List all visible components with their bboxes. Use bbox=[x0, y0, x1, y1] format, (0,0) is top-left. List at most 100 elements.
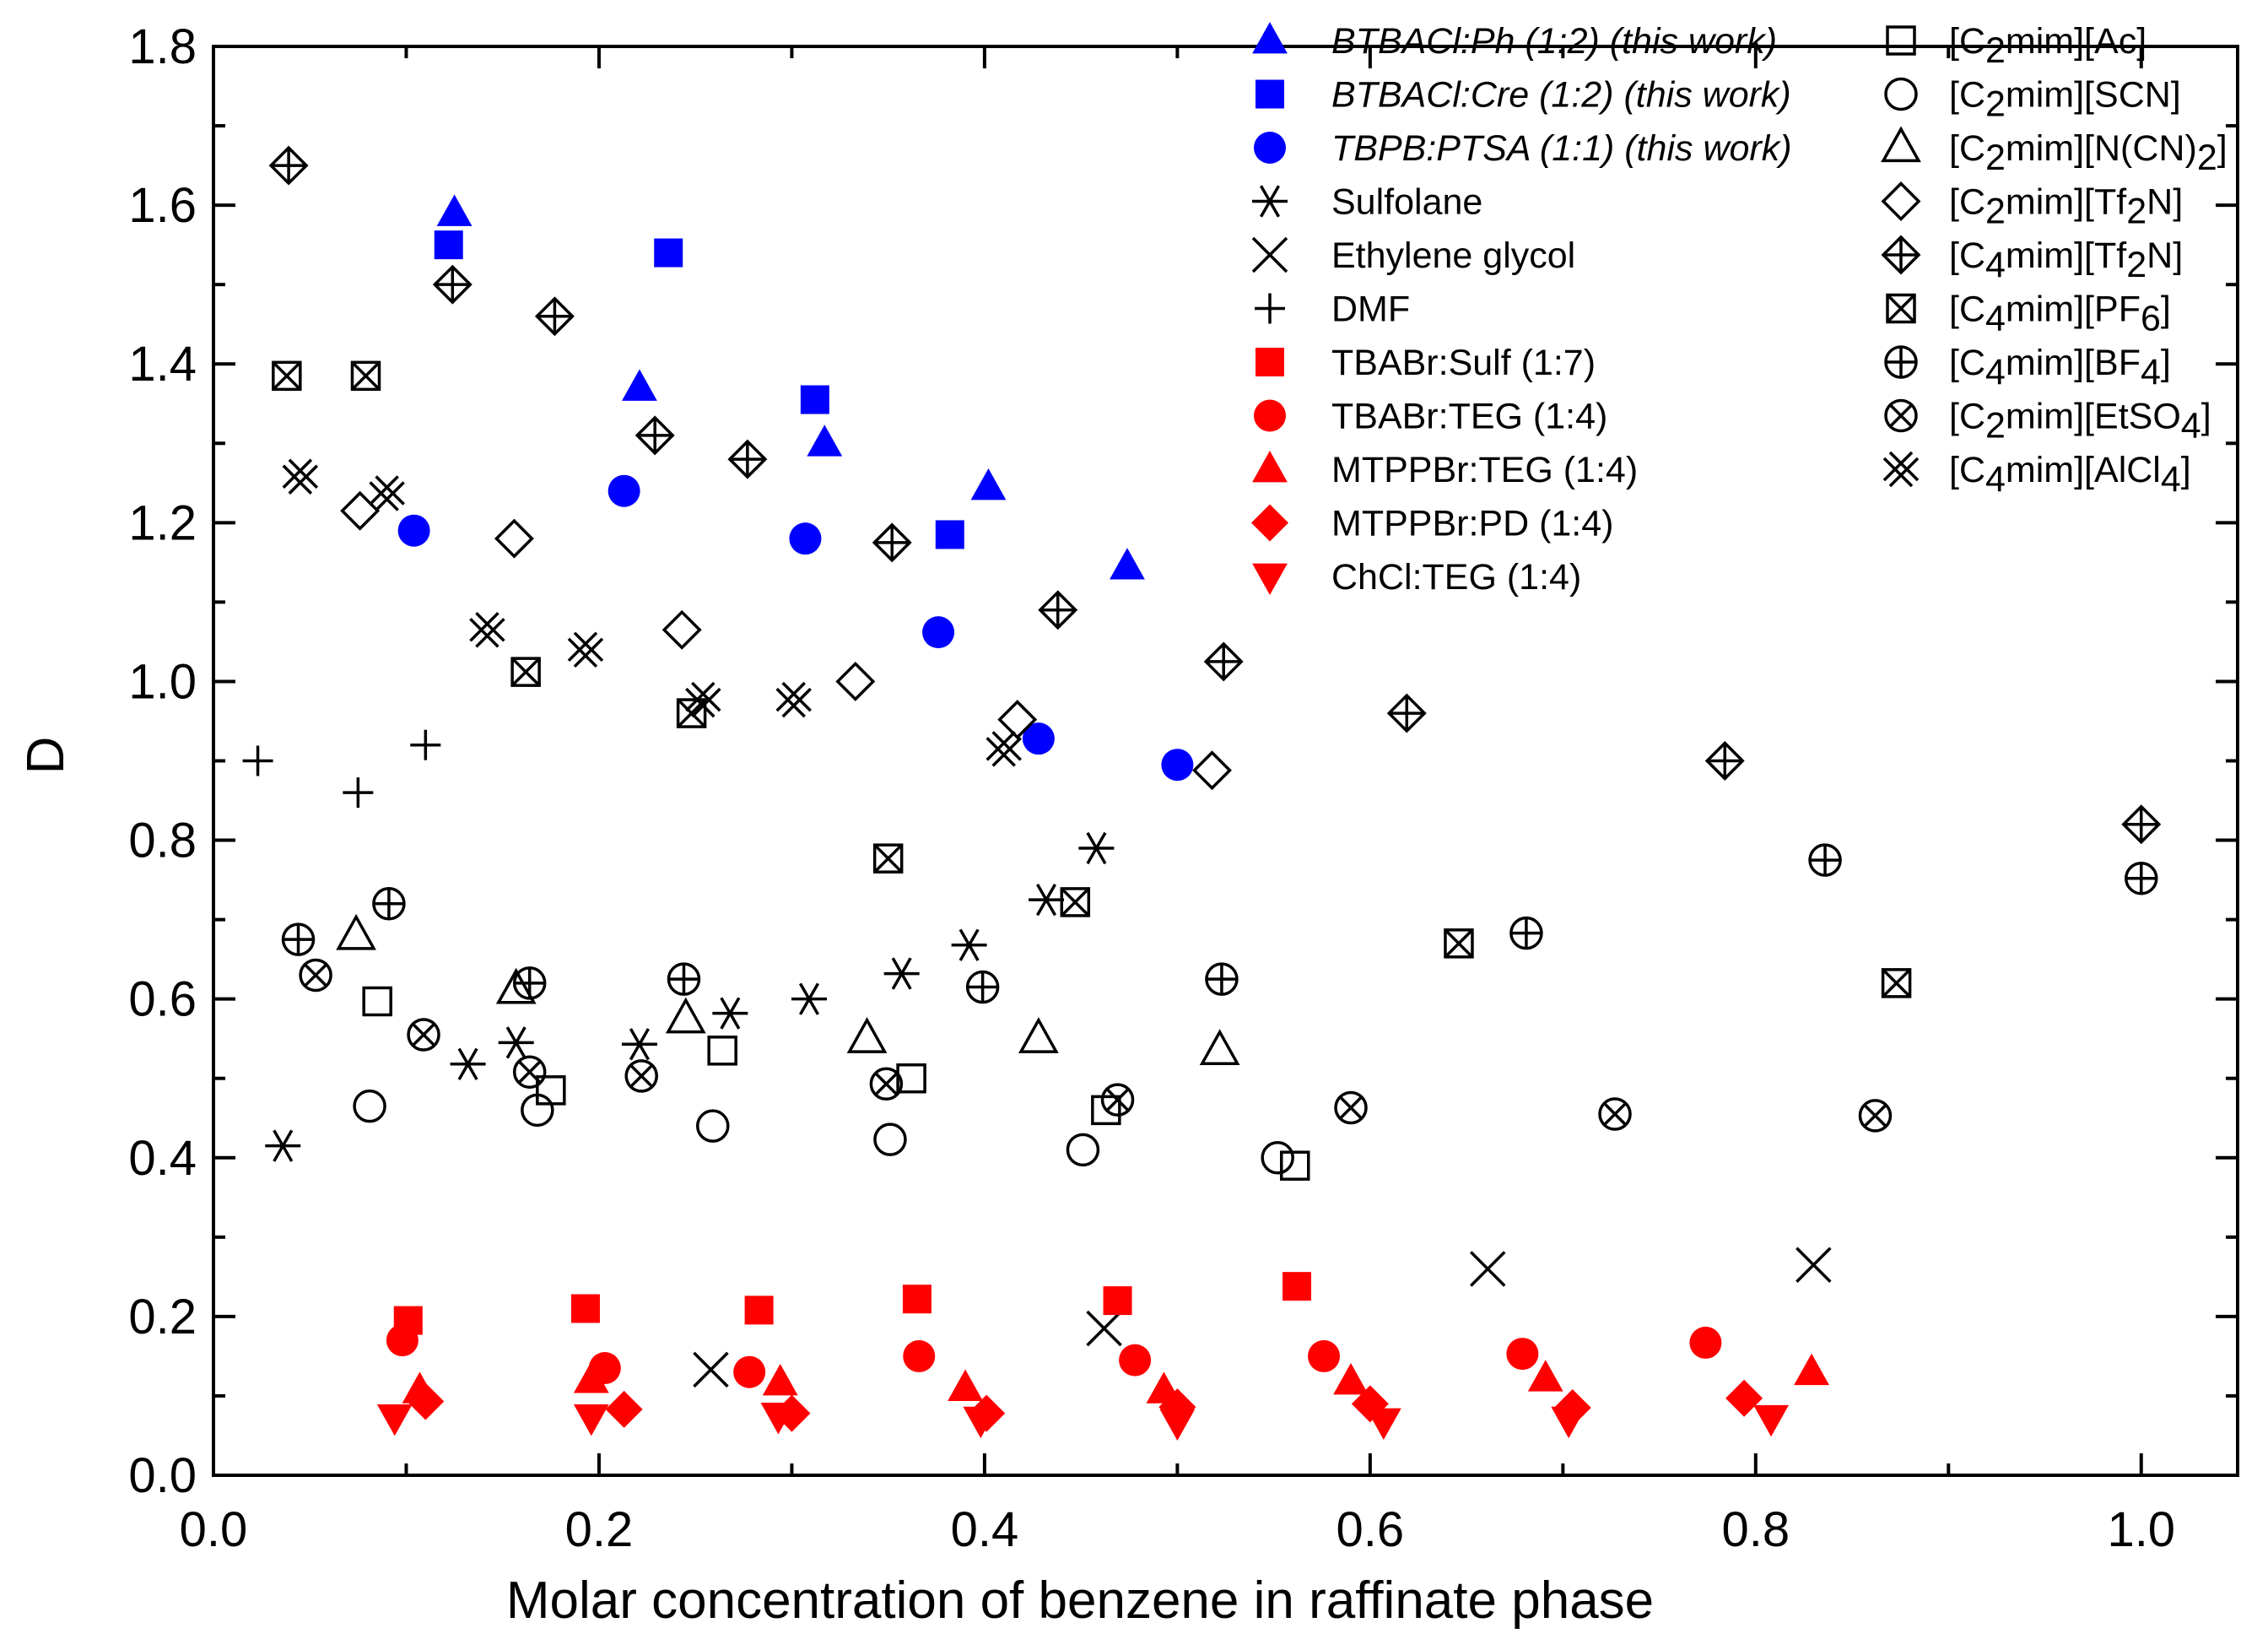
data-point-tbabr_sulf bbox=[744, 1296, 774, 1325]
data-point-chcl_teg bbox=[1753, 1404, 1789, 1437]
data-point-c2mim_ac bbox=[707, 1036, 737, 1066]
data-point-c2mim_etso4 bbox=[624, 1059, 658, 1093]
legend-marker bbox=[1881, 126, 1921, 163]
series-sulfolane bbox=[265, 831, 1115, 1162]
data-point-tbpb_ptsa bbox=[1022, 722, 1055, 755]
legend-label: Sulfolane bbox=[1331, 182, 1482, 223]
data-point-mtppbr_pd bbox=[605, 1390, 643, 1428]
y-tick-label: 1.2 bbox=[128, 495, 197, 550]
data-point-c4mim_bf4 bbox=[1808, 843, 1842, 877]
data-point-chcl_teg bbox=[1159, 1409, 1196, 1441]
legend-label: BTBACl:Ph (1:2) (this work) bbox=[1331, 21, 1777, 62]
series-dmf bbox=[242, 729, 441, 809]
series-c4mim_pf6 bbox=[272, 360, 1912, 998]
data-point-tbpb_ptsa bbox=[1161, 749, 1194, 782]
legend-item-chcl_teg: ChCl:TEG (1:4) bbox=[1252, 557, 1581, 598]
data-point-sulfolane bbox=[265, 1129, 301, 1162]
axis-ticks bbox=[212, 45, 2238, 1477]
data-point-c4mim_alcl4 bbox=[567, 631, 604, 668]
data-point-tbpb_ptsa bbox=[608, 474, 640, 507]
legend-item-tbabr_sulf: TBABr:Sulf (1:7) bbox=[1256, 343, 1596, 383]
data-point-c2mim_etso4 bbox=[1598, 1097, 1632, 1131]
data-point-btbacl_ph bbox=[970, 468, 1007, 500]
data-point-c4mim_bf4 bbox=[512, 966, 547, 1000]
legend-label: [C2mim][N(CN)2] bbox=[1949, 128, 2228, 178]
legend-item-c2mim_scn: [C2mim][SCN] bbox=[1884, 75, 2181, 125]
legend-marker bbox=[1252, 563, 1288, 595]
data-point-sulfolane bbox=[791, 982, 827, 1015]
data-point-c4mim_alcl4 bbox=[282, 458, 319, 495]
legend-item-mtppbr_pd: MTPPBr:PD (1:4) bbox=[1251, 504, 1614, 544]
legend-marker bbox=[1251, 236, 1288, 273]
data-point-btbacl_cre bbox=[434, 230, 463, 260]
data-point-c2mim_scn bbox=[873, 1122, 907, 1156]
series-c2mim_ncn2 bbox=[336, 913, 1240, 1065]
legend-label: [C4mim][BF4] bbox=[1949, 343, 2171, 392]
legend-marker bbox=[1886, 25, 1916, 56]
plot-frame bbox=[212, 45, 2239, 1477]
data-point-c4mim_bf4 bbox=[281, 922, 316, 956]
data-point-c4mim_tf2n bbox=[1038, 590, 1078, 630]
data-points bbox=[242, 145, 2162, 1441]
y-tick-label: 1.8 bbox=[128, 19, 197, 74]
data-point-c4mim_alcl4 bbox=[685, 681, 721, 718]
data-point-c2mim_etso4 bbox=[869, 1067, 904, 1101]
data-point-c2mim_etso4 bbox=[1334, 1090, 1368, 1125]
data-point-c2mim_etso4 bbox=[512, 1055, 547, 1089]
data-point-mtppbr_teg bbox=[573, 1361, 609, 1393]
legend-marker bbox=[1251, 504, 1288, 542]
series-ethylene_glycol bbox=[693, 1247, 1832, 1388]
legend-marker bbox=[1884, 77, 1918, 111]
data-point-mtppbr_pd bbox=[1725, 1379, 1763, 1417]
data-point-c2mim_scn bbox=[696, 1109, 730, 1143]
y-tick-label: 0.0 bbox=[128, 1448, 197, 1503]
data-point-tbabr_teg bbox=[1689, 1326, 1722, 1359]
data-point-c2mim_tf2n bbox=[340, 490, 381, 531]
legend-marker bbox=[1881, 235, 1921, 275]
y-tick-label: 1.6 bbox=[128, 178, 197, 233]
legend-marker bbox=[1882, 451, 1920, 488]
x-axis-title: Molar concentration of benzene in raffin… bbox=[506, 1571, 1654, 1630]
x-tick-label: 1.0 bbox=[2107, 1502, 2175, 1557]
legend-item-c4mim_tf2n: [C4mim][Tf2N] bbox=[1881, 235, 2183, 285]
data-point-sulfolane bbox=[1078, 831, 1115, 865]
data-point-btbacl_cre bbox=[654, 238, 683, 268]
data-point-sulfolane bbox=[498, 1026, 534, 1059]
data-point-tbabr_sulf bbox=[1103, 1286, 1132, 1316]
legend-label: TBPB:PTSA (1:1) (this work) bbox=[1331, 128, 1792, 169]
series-c4mim_alcl4 bbox=[282, 458, 1022, 767]
legend-item-tbpb_ptsa: TBPB:PTSA (1:1) (this work) bbox=[1254, 128, 1792, 169]
data-point-c4mim_alcl4 bbox=[469, 612, 505, 648]
data-point-dmf bbox=[343, 777, 374, 809]
data-point-c4mim_tf2n bbox=[1203, 641, 1244, 682]
data-point-c2mim_scn bbox=[353, 1089, 386, 1123]
legend-item-c4mim_pf6: [C4mim][PF6] bbox=[1886, 289, 2171, 338]
data-point-c2mim_scn bbox=[521, 1093, 554, 1128]
data-point-c4mim_bf4 bbox=[1509, 916, 1543, 950]
data-point-c2mim_ncn2 bbox=[846, 1017, 888, 1053]
data-point-c2mim_ncn2 bbox=[336, 913, 376, 950]
data-point-c2mim_etso4 bbox=[299, 958, 332, 993]
legend-label: [C4mim][Tf2N] bbox=[1949, 235, 2183, 285]
data-point-c4mim_tf2n bbox=[432, 264, 472, 305]
data-point-c2mim_ac bbox=[1280, 1150, 1310, 1181]
legend-item-c2mim_etso4: [C2mim][EtSO4] bbox=[1884, 397, 2211, 446]
x-tick-label: 0.8 bbox=[1721, 1502, 1790, 1557]
data-point-sulfolane bbox=[621, 1028, 657, 1061]
data-point-mtppbr_teg bbox=[1794, 1353, 1829, 1386]
legend-marker bbox=[1254, 132, 1286, 164]
data-point-c4mim_tf2n bbox=[2121, 804, 2162, 845]
data-point-c2mim_tf2n bbox=[662, 609, 702, 650]
data-point-btbacl_cre bbox=[800, 385, 829, 414]
legend-label: [C2mim][SCN] bbox=[1949, 75, 2181, 125]
data-point-ethylene_glycol bbox=[1469, 1251, 1506, 1287]
data-point-btbacl_ph bbox=[1110, 548, 1145, 580]
data-point-c2mim_scn bbox=[1261, 1141, 1294, 1175]
data-point-c2mim_ac bbox=[1091, 1095, 1121, 1126]
legend-item-c4mim_alcl4: [C4mim][AlCl4] bbox=[1882, 450, 2191, 500]
legend-item-ethylene_glycol: Ethylene glycol bbox=[1251, 235, 1575, 276]
legend-label: [C2mim][Tf2N] bbox=[1949, 182, 2183, 232]
series-btbacl_ph bbox=[436, 194, 1145, 580]
data-point-c2mim_etso4 bbox=[1100, 1083, 1135, 1117]
